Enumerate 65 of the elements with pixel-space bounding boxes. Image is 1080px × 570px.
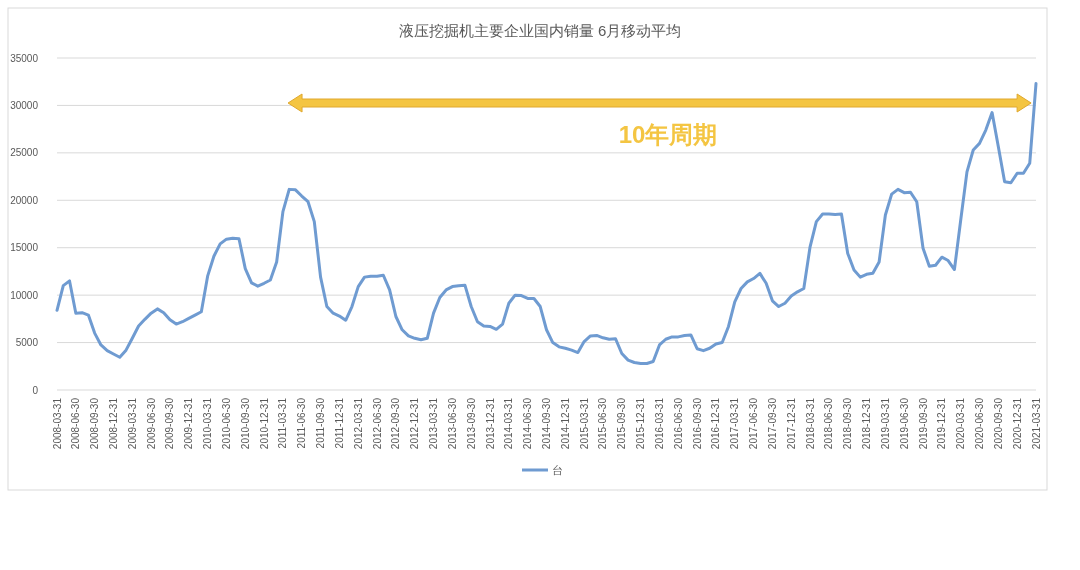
x-tick-label: 2015-06-30: [597, 397, 609, 450]
x-tick-label: 2010-06-30: [220, 397, 232, 450]
y-tick-label: 35000: [10, 52, 39, 64]
x-tick-label: 2010-09-30: [239, 397, 251, 450]
x-tick-label: 2015-03-31: [578, 397, 590, 450]
x-tick-label: 2021-03-31: [1030, 397, 1042, 450]
x-tick-label: 2014-03-31: [503, 397, 515, 450]
x-tick-label: 2009-03-31: [126, 397, 138, 450]
x-tick-label: 2014-09-30: [541, 397, 552, 450]
x-tick-label: 2011-09-30: [315, 397, 327, 449]
x-tick-label: 2011-06-30: [296, 397, 308, 449]
x-tick-label: 2018-06-30: [823, 397, 835, 450]
x-tick-label: 2020-03-31: [955, 397, 967, 450]
x-tick-label: 2015-09-30: [616, 397, 628, 450]
x-tick-label: 2014-12-31: [559, 397, 571, 450]
x-tick-label: 2019-06-30: [898, 397, 910, 450]
x-tick-label: 2009-06-30: [145, 397, 157, 450]
x-tick-label: 2009-09-30: [164, 397, 176, 450]
x-tick-label: 2016-06-30: [672, 397, 684, 450]
y-tick-label: 20000: [10, 194, 39, 206]
x-tick-label: 2020-06-30: [974, 397, 986, 450]
x-tick-label: 2017-06-30: [748, 397, 760, 450]
y-tick-label: 5000: [15, 337, 39, 349]
x-tick-label: 2010-12-31: [258, 397, 270, 450]
y-tick-label: 30000: [10, 99, 39, 111]
x-tick-label: 2011-03-31: [277, 397, 289, 449]
x-tick-label: 2008-09-30: [89, 397, 101, 450]
line-series: [55, 82, 1038, 365]
x-tick-label: 2016-09-30: [691, 397, 703, 450]
x-tick-label: 2012-12-31: [409, 397, 421, 450]
x-tick-label: 2013-12-31: [484, 397, 496, 450]
x-tick-label: 2017-03-31: [729, 397, 741, 450]
x-tick-label: 2009-12-31: [183, 397, 195, 450]
x-tick-label: 2018-03-31: [804, 397, 816, 450]
x-tick-label: 2017-09-30: [766, 397, 778, 450]
x-tick-label: 2019-03-31: [879, 397, 891, 450]
y-tick-label: 15000: [10, 242, 39, 254]
x-tick-label: 2018-09-30: [842, 397, 854, 450]
x-tick-label: 2013-06-30: [446, 397, 458, 450]
chart-title: 液压挖掘机主要企业国内销量 6月移动平均: [398, 22, 682, 39]
annotation: 10年周期: [618, 121, 718, 148]
x-tick-label: 2020-12-31: [1011, 397, 1023, 450]
x-tick-label: 2016-03-31: [653, 397, 665, 450]
x-tick-label: 2012-09-30: [390, 397, 402, 450]
x-tick-label: 2015-12-31: [635, 397, 647, 450]
x-tick-label: 2013-03-31: [428, 397, 440, 450]
x-tick-label: 2016-12-31: [710, 397, 722, 450]
y-tick-label: 0: [32, 384, 39, 396]
x-tick-label: 2018-12-31: [861, 397, 873, 450]
x-tick-label: 2012-03-31: [352, 397, 364, 450]
x-tick-label: 2017-12-31: [785, 397, 797, 450]
x-tick-label: 2012-06-30: [371, 397, 383, 450]
x-tick-label: 2010-03-31: [202, 397, 214, 450]
x-tick-label: 2014-06-30: [522, 397, 534, 450]
x-tick-label: 2019-12-31: [936, 397, 948, 450]
y-tick-label: 25000: [10, 147, 39, 159]
legend-label: 台: [552, 463, 563, 476]
x-tick-label: 2011-12-31: [333, 397, 345, 449]
x-tick-label: 2013-09-30: [465, 397, 477, 450]
y-tick-label: 10000: [10, 289, 39, 301]
x-tick-label: 2008-12-31: [107, 397, 119, 450]
x-tick-label: 2008-03-31: [51, 397, 63, 450]
x-tick-label: 2019-09-30: [917, 397, 929, 450]
x-tick-label: 2008-06-30: [70, 397, 82, 450]
x-tick-label: 2020-09-30: [992, 397, 1004, 450]
